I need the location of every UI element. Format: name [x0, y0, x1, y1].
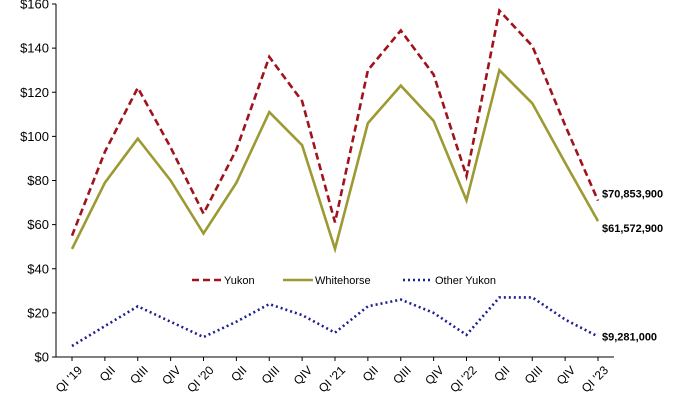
x-tick-label: QIII: [259, 363, 283, 387]
series-line-other-yukon: [71, 296, 599, 348]
x-tick-label: QII: [97, 363, 118, 384]
y-tick-label: $80: [27, 173, 49, 188]
x-tick-label: QIV: [159, 363, 184, 388]
x-tick-label: QIV: [291, 363, 316, 388]
y-tick-label: $160: [20, 0, 49, 12]
y-tick-label: $100: [20, 129, 49, 144]
legend-label: Yukon: [224, 275, 255, 287]
x-tick-label: QIV: [554, 363, 579, 388]
x-axis: QI '19 QII QIII QIV QI '20 QII QIII QIV QI '21 QI…: [53, 356, 614, 396]
end-label-other-yukon: $9,281,000: [602, 331, 657, 343]
series-line-whitehorse: [70, 67, 600, 254]
x-tick-label: QI '23: [579, 363, 612, 396]
x-tick-label: QII: [491, 363, 512, 384]
y-tick-label: $140: [20, 41, 49, 56]
x-tick-label: QI '22: [447, 363, 480, 396]
legend-label: Whitehorse: [315, 275, 371, 287]
x-tick-label: QIII: [522, 363, 546, 387]
series-end-labels: $70,853,900 $61,572,900 $9,281,000: [602, 189, 663, 344]
y-tick-label: $20: [27, 305, 49, 320]
series-line-yukon: [70, 7, 600, 237]
x-tick-label: QIV: [422, 363, 447, 388]
legend: Yukon Whitehorse Other Yukon: [192, 275, 496, 287]
x-tick-label: QI '19: [53, 363, 86, 396]
x-tick-label: QII: [360, 363, 381, 384]
x-tick-label: QIII: [127, 363, 151, 387]
y-tick-label: $0: [35, 350, 49, 365]
x-tick-label: QI '21: [316, 363, 349, 396]
y-tick-label: $40: [27, 261, 49, 276]
y-tick-label: $60: [27, 217, 49, 232]
x-tick-label: QI '20: [184, 363, 217, 396]
x-tick-label: QII: [228, 363, 249, 384]
end-label-yukon: $70,853,900: [602, 189, 663, 201]
end-label-whitehorse: $61,572,900: [602, 223, 663, 235]
series-lines: [70, 7, 600, 348]
legend-label: Other Yukon: [435, 275, 496, 287]
y-tick-label: $120: [20, 85, 49, 100]
y-axis: $0 $20 $40 $60 $80 $100 $120 $140 $160: [20, 0, 57, 365]
x-tick-label: QIII: [390, 363, 414, 387]
